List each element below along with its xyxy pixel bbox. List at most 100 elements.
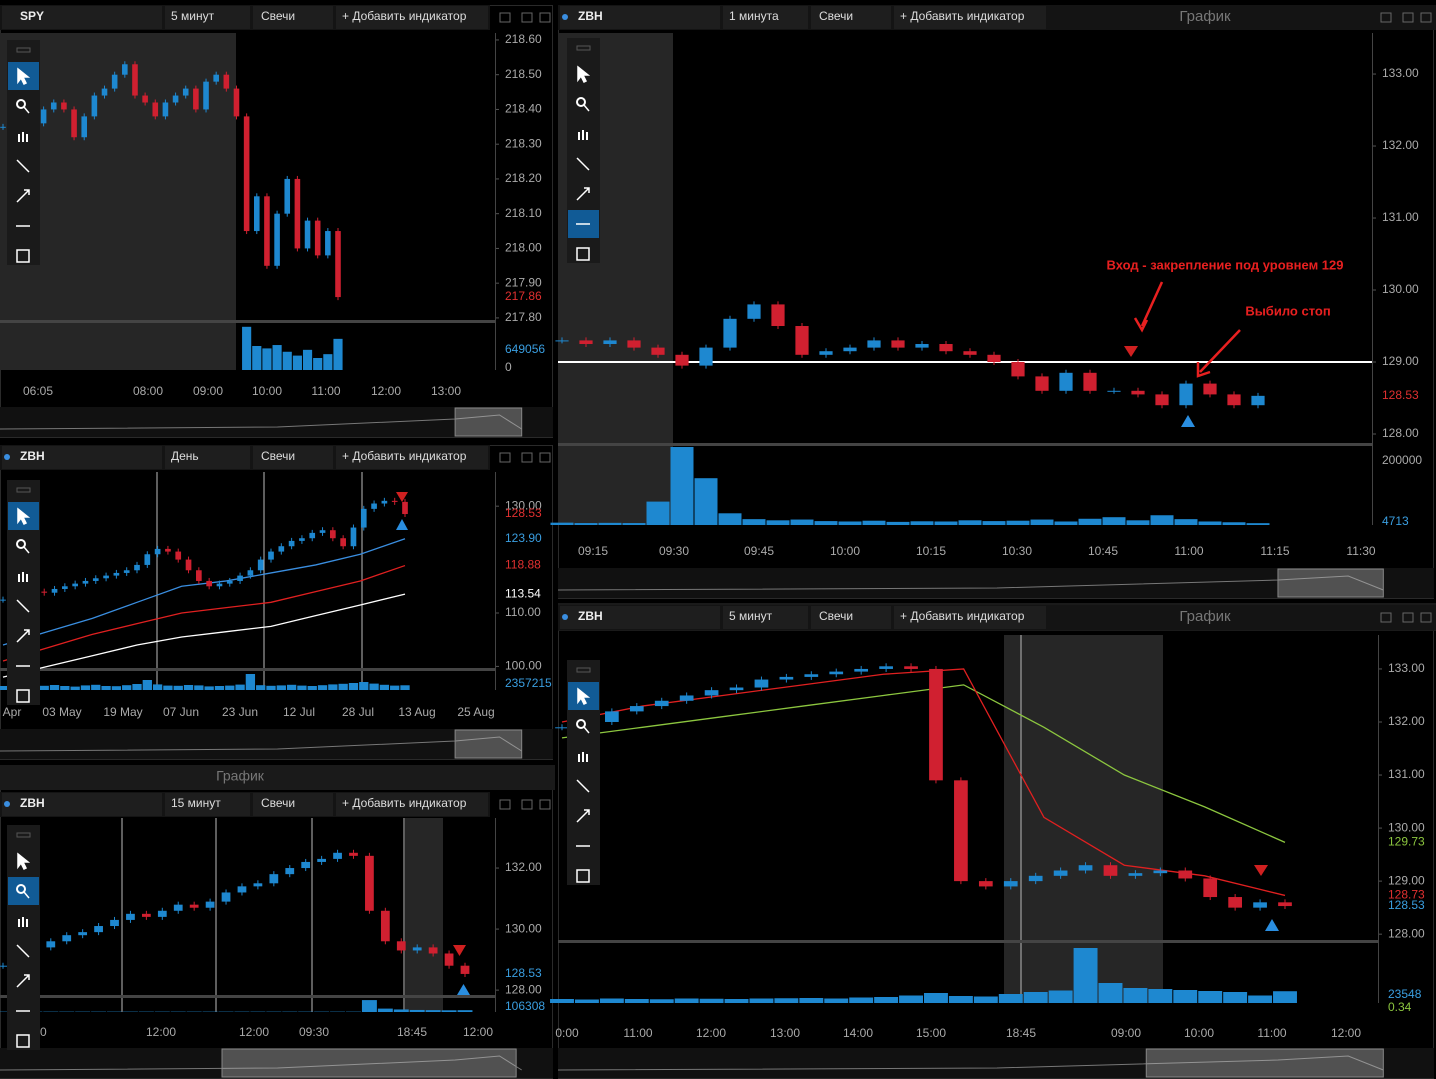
candle-body	[1103, 865, 1118, 876]
symbol-box[interactable]	[2, 793, 162, 816]
chart-style: Свечи	[261, 9, 295, 23]
add-indicator[interactable]: + Добавить индикатор	[342, 796, 467, 810]
window-button[interactable]	[539, 12, 551, 23]
tool-icon[interactable]	[16, 249, 30, 263]
tool-icon[interactable]	[23, 106, 30, 114]
window-button[interactable]	[539, 452, 551, 463]
volume-bar	[1222, 522, 1246, 525]
volume-bar	[142, 680, 152, 690]
add-indicator[interactable]: + Добавить индикатор	[342, 449, 467, 463]
symbol-box[interactable]	[2, 6, 162, 29]
tool-icon[interactable]	[16, 629, 30, 643]
volume-bar	[790, 519, 814, 525]
indicator-box[interactable]	[336, 446, 488, 469]
style-box[interactable]	[253, 6, 333, 29]
candle-body	[1155, 394, 1169, 406]
interval-box[interactable]	[723, 6, 808, 29]
tool-icon[interactable]	[16, 159, 30, 173]
tool-icon[interactable]	[17, 852, 31, 871]
tool-icon[interactable]	[576, 869, 590, 883]
interval-box[interactable]	[165, 793, 250, 816]
tool-icon[interactable]	[583, 726, 590, 734]
tool-icon[interactable]	[18, 572, 28, 582]
tool-icon[interactable]	[578, 130, 588, 140]
volume-bar	[1054, 521, 1078, 525]
volume-bar	[749, 998, 774, 1003]
navigator-window[interactable]	[454, 729, 523, 759]
window-button[interactable]	[1420, 12, 1432, 23]
add-indicator[interactable]: + Добавить индикатор	[342, 9, 467, 23]
candle-body	[391, 500, 398, 502]
candle-body	[132, 64, 138, 96]
indicator-box[interactable]	[336, 793, 488, 816]
tool-icon[interactable]	[16, 1034, 30, 1048]
style-box[interactable]	[811, 6, 891, 29]
window-button[interactable]	[521, 452, 533, 463]
buy-marker	[457, 984, 470, 995]
interval-box[interactable]	[723, 606, 808, 629]
window-button[interactable]	[521, 12, 533, 23]
navigator-window[interactable]	[1145, 1048, 1384, 1078]
add-indicator[interactable]: + Добавить индикатор	[900, 9, 1025, 23]
symbol-box[interactable]	[560, 606, 720, 629]
window-button[interactable]	[499, 799, 511, 810]
tool-icon[interactable]	[23, 546, 30, 554]
window-button[interactable]	[499, 452, 511, 463]
window-button[interactable]	[1420, 612, 1432, 623]
tool-icon[interactable]	[18, 917, 28, 927]
tool-icon[interactable]	[18, 132, 28, 142]
volume-bar	[718, 513, 742, 525]
time-label: 10:45	[1088, 544, 1118, 558]
navigator-window[interactable]	[1277, 568, 1384, 598]
tool-icon[interactable]	[577, 687, 591, 706]
tool-icon[interactable]	[576, 187, 590, 201]
tool-icon[interactable]	[583, 104, 590, 112]
volume-bar	[70, 686, 80, 690]
tool-icon[interactable]	[23, 891, 30, 899]
window-button[interactable]	[1380, 612, 1392, 623]
indicator-box[interactable]	[894, 606, 1046, 629]
tool-icon[interactable]	[16, 539, 26, 549]
style-box[interactable]	[253, 793, 333, 816]
symbol-box[interactable]	[2, 446, 162, 469]
tool-icon[interactable]	[17, 67, 31, 86]
interval-box[interactable]	[165, 446, 250, 469]
window-button[interactable]	[521, 799, 533, 810]
tool-icon[interactable]	[16, 689, 30, 703]
tool-icon[interactable]	[16, 599, 30, 613]
add-indicator[interactable]: + Добавить индикатор	[900, 609, 1025, 623]
window-button[interactable]	[1402, 612, 1414, 623]
style-box[interactable]	[811, 606, 891, 629]
tool-icon[interactable]	[576, 779, 590, 793]
volume-separator	[0, 995, 495, 998]
tool-icon[interactable]	[16, 974, 30, 988]
window-button[interactable]	[539, 799, 551, 810]
tool-icon[interactable]	[578, 752, 588, 762]
style-box[interactable]	[253, 446, 333, 469]
symbol-box[interactable]	[560, 6, 720, 29]
tool-icon[interactable]	[576, 809, 590, 823]
navigator-window[interactable]	[221, 1048, 517, 1078]
tool-icon[interactable]	[576, 157, 590, 171]
tool-icon[interactable]	[576, 719, 586, 729]
navigator-window[interactable]	[454, 407, 523, 437]
tool-icon[interactable]	[16, 189, 30, 203]
tool-icon[interactable]	[576, 247, 590, 261]
window-button[interactable]	[499, 12, 511, 23]
candle-body	[1153, 870, 1168, 874]
tool-icon[interactable]	[17, 507, 31, 526]
indicator-box[interactable]	[336, 6, 488, 29]
interval-box[interactable]	[165, 6, 250, 29]
tool-icon[interactable]	[16, 884, 26, 894]
candle-body	[904, 666, 918, 669]
buy-marker	[396, 519, 408, 530]
candle-body	[1179, 383, 1193, 406]
indicator-box[interactable]	[894, 6, 1046, 29]
tool-icon[interactable]	[16, 99, 26, 109]
candle-body	[101, 88, 108, 96]
window-button[interactable]	[1380, 12, 1392, 23]
tool-icon[interactable]	[576, 97, 586, 107]
window-button[interactable]	[1402, 12, 1414, 23]
tool-icon[interactable]	[577, 65, 591, 84]
tool-icon[interactable]	[16, 944, 30, 958]
